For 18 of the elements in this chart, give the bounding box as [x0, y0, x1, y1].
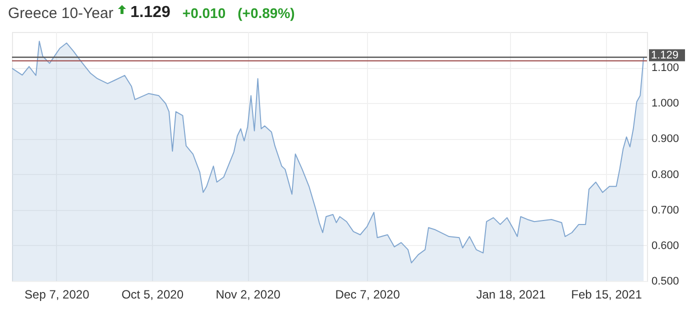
x-tick-label: Nov 2, 2020 — [216, 288, 281, 302]
y-tick-label: 1.000 — [652, 98, 680, 110]
x-tick-label: Dec 7, 2020 — [335, 288, 400, 302]
y-tick-label: 0.700 — [652, 204, 680, 216]
text: +0.010 — [182, 5, 226, 21]
chart-title: Greece 10-Year — [8, 4, 114, 22]
y-tick-label: 0.500 — [652, 276, 680, 288]
y-tick-label: 0.900 — [652, 133, 680, 146]
x-tick-label: Jan 18, 2021 — [476, 288, 546, 302]
y-tick-label: 0.800 — [652, 168, 680, 181]
text: 1.129 — [130, 4, 170, 22]
ref-line-label: 1.129 — [651, 49, 679, 62]
text: (+0.89%) — [238, 5, 295, 21]
y-tick-label: 0.600 — [652, 240, 680, 252]
y-tick-label: 1.100 — [652, 62, 680, 74]
x-tick-label: Oct 5, 2020 — [121, 288, 184, 302]
x-tick-label: Sep 7, 2020 — [24, 288, 90, 302]
x-tick-label: Feb 15, 2021 — [571, 288, 642, 302]
